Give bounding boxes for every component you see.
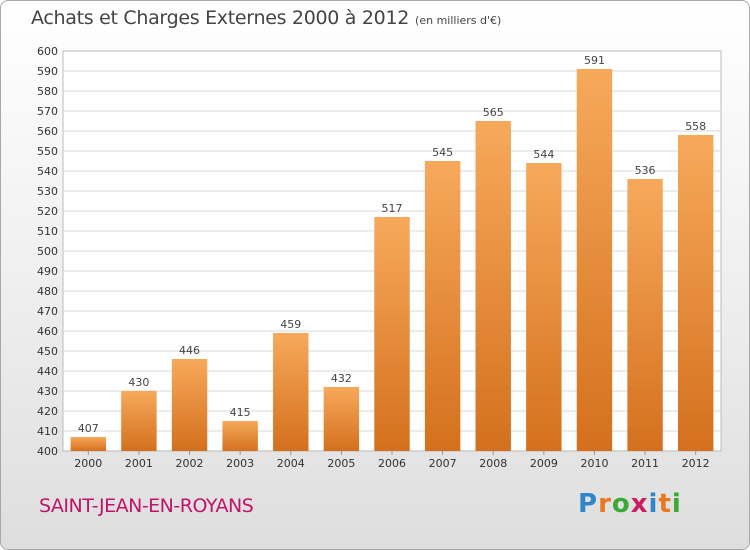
data-label-2005: 432	[331, 372, 352, 385]
commune-name: SAINT-JEAN-EN-ROYANS	[39, 495, 254, 517]
y-tick-label: 550	[37, 145, 58, 158]
data-label-2009: 544	[533, 148, 554, 161]
bar-2010	[576, 69, 613, 451]
y-tick-label: 590	[37, 65, 58, 78]
x-tick-label-2001: 2001	[125, 457, 153, 470]
bar-2011	[627, 179, 663, 451]
data-label-2004: 459	[280, 318, 301, 331]
x-tick-label-2002: 2002	[176, 457, 204, 470]
bar-2005	[323, 387, 360, 451]
data-label-2011: 536	[635, 164, 656, 177]
bar-2000	[70, 437, 107, 451]
x-tick-label-2005: 2005	[327, 457, 355, 470]
y-tick-label: 580	[37, 85, 58, 98]
y-tick-label: 450	[37, 345, 58, 358]
chart-title: Achats et Charges Externes 2000 à 2012 (e…	[31, 7, 501, 29]
data-label-2000: 407	[78, 422, 99, 435]
bar-2003	[222, 421, 258, 451]
y-tick-label: 470	[37, 305, 58, 318]
y-tick-label: 520	[37, 205, 58, 218]
data-label-2001: 430	[128, 376, 149, 389]
x-tick-label-2012: 2012	[682, 457, 710, 470]
y-tick-label: 400	[37, 445, 58, 458]
y-tick-label: 500	[37, 245, 58, 258]
bar-2002	[171, 359, 208, 451]
x-tick-label-2007: 2007	[429, 457, 457, 470]
y-tick-label: 570	[37, 105, 58, 118]
y-tick-label: 410	[37, 425, 58, 438]
y-tick-label: 560	[37, 125, 58, 138]
y-tick-label: 490	[37, 265, 58, 278]
y-tick-label: 510	[37, 225, 58, 238]
y-tick-label: 440	[37, 365, 58, 378]
x-tick-label-2010: 2010	[580, 457, 608, 470]
proxiti-logo[interactable]: Proxiti	[578, 489, 682, 519]
bar-2007	[424, 161, 461, 451]
chart-title-text: Achats et Charges Externes 2000 à 2012	[31, 7, 410, 29]
y-tick-label: 430	[37, 385, 58, 398]
y-tick-label: 530	[37, 185, 58, 198]
y-tick-label: 460	[37, 325, 58, 338]
data-label-2012: 558	[685, 120, 706, 133]
x-tick-label-2000: 2000	[74, 457, 102, 470]
data-label-2006: 517	[382, 202, 403, 215]
bars	[70, 69, 714, 451]
x-tick-label-2006: 2006	[378, 457, 406, 470]
data-label-2003: 415	[230, 406, 251, 419]
x-axis-ticks: 2000 2001 2002 2003 2004 2005 2006 2007 2008 2009…	[74, 451, 710, 470]
y-tick-label: 600	[37, 45, 58, 58]
bar-2012	[677, 135, 714, 451]
data-label-2010: 591	[584, 54, 605, 67]
y-tick-label: 540	[37, 165, 58, 178]
data-label-2007: 545	[432, 146, 453, 159]
bar-2006	[374, 217, 410, 451]
bar-2008	[475, 121, 511, 451]
x-tick-label-2003: 2003	[226, 457, 254, 470]
y-axis-ticks: 400 410 420 430 440 450 460 470 480 490 500 510 520 5…	[37, 45, 58, 458]
data-label-2002: 446	[179, 344, 200, 357]
bar-2001	[121, 391, 157, 451]
x-tick-label-2009: 2009	[530, 457, 558, 470]
data-label-2008: 565	[483, 106, 504, 119]
bar-2004	[273, 333, 309, 451]
chart-unit-label: (en milliers d'€)	[415, 14, 502, 27]
x-tick-label-2004: 2004	[277, 457, 305, 470]
y-tick-label: 420	[37, 405, 58, 418]
data-labels: 407 430 446 415 459 432 517 545 565 544 591 536 558	[78, 54, 706, 435]
bar-2009	[526, 163, 562, 451]
x-tick-label-2011: 2011	[631, 457, 659, 470]
x-tick-label-2008: 2008	[479, 457, 507, 470]
y-tick-label: 480	[37, 285, 58, 298]
